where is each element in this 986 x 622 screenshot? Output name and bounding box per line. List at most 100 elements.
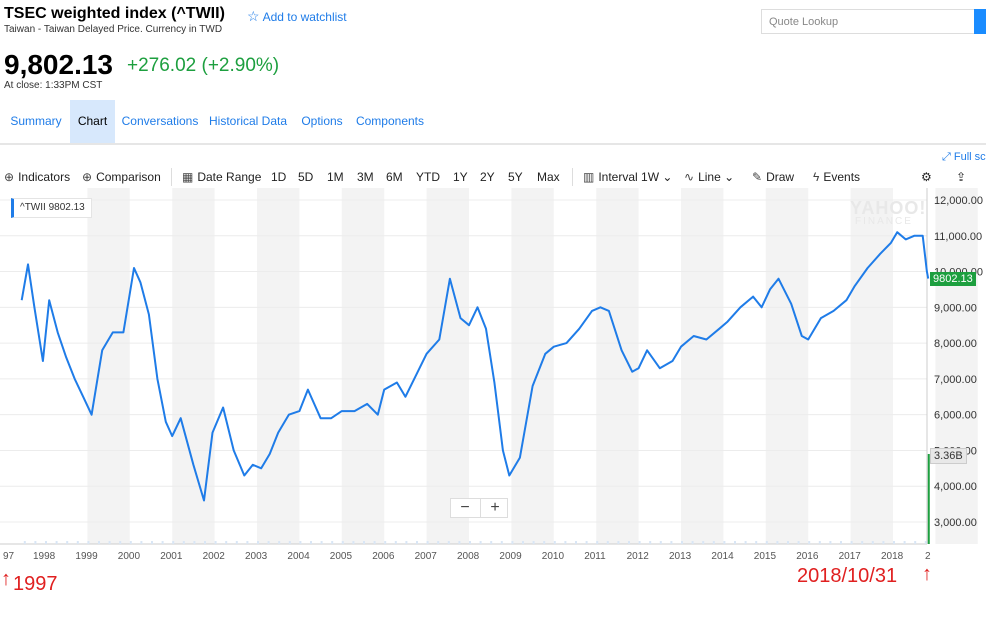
tab-components[interactable]: Components: [355, 114, 425, 128]
volume-bar: [384, 541, 387, 544]
volume-tag: 3.36B: [930, 448, 967, 464]
volume-bar: [585, 541, 588, 544]
chevron-down-icon: ⌄: [659, 170, 673, 184]
legend-symbol: ^TWII: [20, 202, 46, 213]
volume-bar: [606, 541, 609, 544]
volume-bar: [522, 541, 524, 544]
volume-bar: [108, 541, 111, 544]
tab-conversations[interactable]: Conversations: [121, 114, 199, 128]
end-arrow-icon: ↑: [922, 563, 932, 585]
y-tick-label: 6,000.00: [934, 410, 977, 422]
chevron-down-icon: ⌄: [720, 170, 735, 184]
volume-bar: [310, 541, 312, 544]
x-tick-label: 2007: [415, 551, 438, 562]
volume-bar: [98, 541, 100, 544]
volume-bar: [818, 541, 821, 544]
last-price-tag: 9802.13: [930, 272, 976, 286]
price-chart[interactable]: 12,000.0011,000.0010,000.009,000.008,000…: [0, 188, 986, 572]
volume-bar: [596, 541, 599, 544]
zoom-in-button[interactable]: +: [480, 499, 509, 517]
range-5d[interactable]: 5D: [298, 170, 314, 184]
calendar-icon: ▦: [182, 170, 194, 184]
range-ytd[interactable]: YTD: [416, 170, 440, 184]
x-tick-label: 2002: [203, 551, 226, 562]
volume-bar: [755, 541, 758, 544]
lightning-icon: ϟ: [813, 170, 820, 184]
volume-bar: [765, 541, 768, 544]
pencil-icon: ✎: [752, 170, 763, 184]
x-tick-label: 2013: [669, 551, 692, 562]
x-tick-label: 2011: [584, 551, 606, 562]
line-chart-icon: ∿: [684, 170, 695, 184]
volume-bar: [416, 541, 418, 544]
volume-bar: [119, 541, 122, 544]
volume-bar: [331, 541, 334, 544]
y-tick-label: 12,000.00: [934, 195, 983, 207]
x-tick-label: 2015: [754, 551, 777, 562]
tab-options[interactable]: Options: [301, 114, 343, 128]
volume-bar: [76, 541, 79, 544]
range-max[interactable]: Max: [537, 170, 560, 184]
range-1y[interactable]: 1Y: [453, 170, 468, 184]
interval-value: 1W: [641, 170, 660, 184]
range-1m[interactable]: 1M: [327, 170, 344, 184]
watchlist-label: Add to watchlist: [262, 10, 347, 24]
volume-bar: [681, 541, 683, 544]
x-tick-label: 2009: [499, 551, 522, 562]
toolbar-separator: [572, 168, 573, 186]
zoom-out-button[interactable]: −: [460, 499, 470, 516]
share-icon: ⇪: [956, 170, 967, 184]
volume-bar: [903, 541, 906, 544]
volume-bar: [320, 541, 323, 544]
volume-bar: [927, 454, 930, 544]
volume-bar: [447, 541, 450, 544]
range-6m[interactable]: 6M: [386, 170, 403, 184]
events-button[interactable]: ϟ Events: [813, 170, 860, 184]
settings-button[interactable]: ⚙: [921, 170, 932, 184]
indicators-button[interactable]: ⊕ Indicators: [4, 170, 70, 184]
year-band: [341, 188, 385, 544]
y-tick-label: 7,000.00: [934, 374, 977, 386]
year-band: [850, 188, 893, 544]
volume-bar: [458, 541, 461, 544]
tab-chart[interactable]: Chart: [70, 100, 115, 143]
volume-bar: [543, 541, 546, 544]
range-2y[interactable]: 2Y: [480, 170, 495, 184]
volume-bar: [797, 541, 800, 544]
x-tick-label: 2010: [542, 551, 565, 562]
start-annotation: 1997: [13, 573, 58, 595]
toolbar-separator: [171, 168, 172, 186]
grid-lines: [0, 199, 927, 523]
line-type-button[interactable]: ∿ Line ⌄: [684, 170, 734, 184]
comparison-button[interactable]: ⊕ Comparison: [82, 170, 161, 184]
volume-bar: [776, 541, 779, 544]
year-band: [172, 188, 215, 544]
share-button[interactable]: ⇪: [956, 170, 966, 184]
quote-lookup-button[interactable]: [974, 9, 986, 34]
range-1d[interactable]: 1D: [271, 170, 287, 184]
add-to-watchlist-link[interactable]: ☆ Add to watchlist: [247, 8, 347, 25]
draw-label: Draw: [766, 170, 795, 184]
x-tick-labels: 97 1998 1999 2000 2001 2002 2003 2004 2005 2006 20…: [3, 551, 931, 562]
volume-bar: [532, 541, 535, 544]
range-3m[interactable]: 3M: [357, 170, 374, 184]
tab-summary[interactable]: Summary: [10, 114, 62, 128]
volume-bar: [257, 541, 259, 544]
draw-button[interactable]: ✎ Draw: [752, 170, 794, 184]
volume-bar: [214, 541, 217, 544]
x-tick-label: 2008: [457, 551, 480, 562]
year-bands: [87, 188, 978, 544]
range-5y[interactable]: 5Y: [508, 170, 523, 184]
volume-bar: [871, 541, 874, 544]
volume-bar: [267, 541, 270, 544]
interval-button[interactable]: ▥ Interval 1W ⌄: [583, 170, 672, 184]
tab-historical-data[interactable]: Historical Data: [208, 114, 288, 128]
volume-bar: [23, 541, 26, 544]
current-price: 9,802.13: [4, 49, 113, 80]
legend-value: 9802.13: [48, 202, 85, 213]
volume-bar: [882, 541, 885, 544]
full-screen-button[interactable]: ⤢ Full sc: [942, 151, 986, 164]
plus-circle-icon: ⊕: [4, 170, 15, 184]
date-range-button[interactable]: ▦ Date Range: [182, 170, 261, 184]
quote-lookup-input[interactable]: Quote Lookup: [761, 9, 975, 34]
